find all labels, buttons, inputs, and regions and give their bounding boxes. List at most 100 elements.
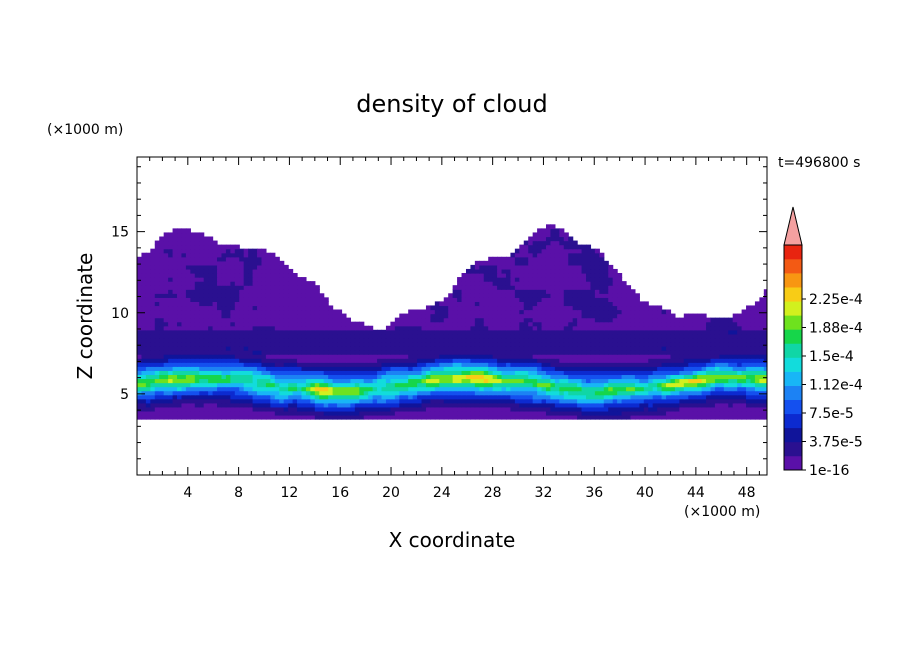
density-cell [670, 402, 676, 408]
density-cell [403, 402, 409, 408]
density-cell [590, 410, 596, 416]
density-cell [532, 277, 538, 282]
density-cell [252, 382, 258, 388]
density-cell [479, 337, 485, 343]
density-cell [577, 374, 583, 380]
density-cell [679, 374, 685, 380]
density-cell [621, 390, 627, 396]
density-cell [225, 350, 231, 355]
density-cell [670, 333, 676, 339]
density-cell [510, 374, 516, 380]
density-cell [737, 341, 743, 347]
density-cell [297, 398, 303, 404]
density-cell [163, 260, 169, 266]
density-cell [612, 321, 618, 327]
density-cell [750, 313, 756, 319]
density-cell [505, 382, 512, 388]
density-cell [497, 402, 503, 408]
density-cell [261, 301, 267, 307]
density-cell [697, 394, 703, 400]
density-cell [541, 378, 547, 384]
density-cell [550, 244, 556, 250]
density-cell [248, 398, 254, 404]
density-cell [452, 366, 458, 371]
density-cell [550, 406, 556, 412]
density-cell [586, 256, 592, 262]
density-cell [563, 333, 569, 339]
density-cell [683, 378, 689, 384]
density-cell [301, 390, 307, 396]
plot-frame [136, 156, 768, 476]
density-cell [532, 341, 538, 347]
density-cell [572, 293, 578, 298]
density-cell [225, 260, 231, 266]
density-cell [554, 382, 560, 388]
density-cell [443, 317, 449, 323]
density-cell [145, 358, 151, 363]
density-cell [217, 402, 223, 408]
density-cell [301, 378, 307, 384]
density-cell [679, 406, 685, 412]
density-cell [648, 358, 654, 363]
density-cell [581, 256, 587, 262]
density-cell [154, 285, 160, 290]
density-cell [710, 337, 716, 343]
density-cell [319, 374, 325, 380]
density-cell [439, 325, 445, 331]
density-cell [319, 362, 325, 367]
density-cell [163, 301, 169, 307]
density-cell [252, 366, 258, 371]
density-cell [163, 244, 169, 250]
density-cell [697, 358, 703, 363]
density-cell [168, 362, 174, 367]
density-cell [292, 293, 298, 298]
density-cell [221, 285, 227, 290]
density-cell [257, 414, 263, 420]
density-cell [701, 358, 707, 363]
density-cell [234, 289, 240, 294]
density-cell [292, 414, 298, 420]
density-cell [483, 309, 489, 315]
density-cell [532, 382, 538, 388]
density-cell [657, 333, 663, 339]
density-cell [243, 285, 249, 290]
density-cell [274, 362, 280, 367]
density-cell [297, 390, 303, 396]
density-cell [523, 268, 529, 274]
density-cell [568, 370, 574, 376]
density-cell [505, 354, 512, 359]
density-cell [483, 354, 489, 359]
density-cell [581, 313, 587, 319]
density-cell [723, 362, 729, 367]
density-cell [217, 337, 223, 343]
density-cell [359, 325, 365, 331]
density-cell [479, 301, 485, 307]
density-cell [199, 414, 205, 420]
density-cell [390, 374, 396, 380]
density-cell [523, 414, 529, 420]
density-cell [714, 410, 720, 416]
density-cell [621, 313, 627, 319]
density-cell [697, 406, 703, 412]
density-cell [154, 358, 160, 363]
density-cell [323, 406, 329, 412]
density-cell [385, 394, 391, 400]
density-cell [626, 374, 632, 380]
density-cell [479, 321, 485, 327]
density-cell [514, 382, 520, 388]
density-cell [417, 382, 423, 388]
density-cell [279, 329, 285, 335]
density-cell [305, 329, 311, 335]
density-cell [208, 329, 214, 335]
density-cell [168, 329, 174, 335]
density-cell [572, 362, 578, 367]
density-cell [541, 390, 547, 396]
density-cell [741, 358, 747, 363]
density-cell [541, 366, 547, 371]
density-cell [661, 337, 667, 343]
density-cell [670, 325, 676, 331]
density-cell [452, 305, 458, 311]
density-cell [559, 321, 565, 327]
density-cell [661, 317, 667, 323]
density-cell [337, 378, 343, 384]
